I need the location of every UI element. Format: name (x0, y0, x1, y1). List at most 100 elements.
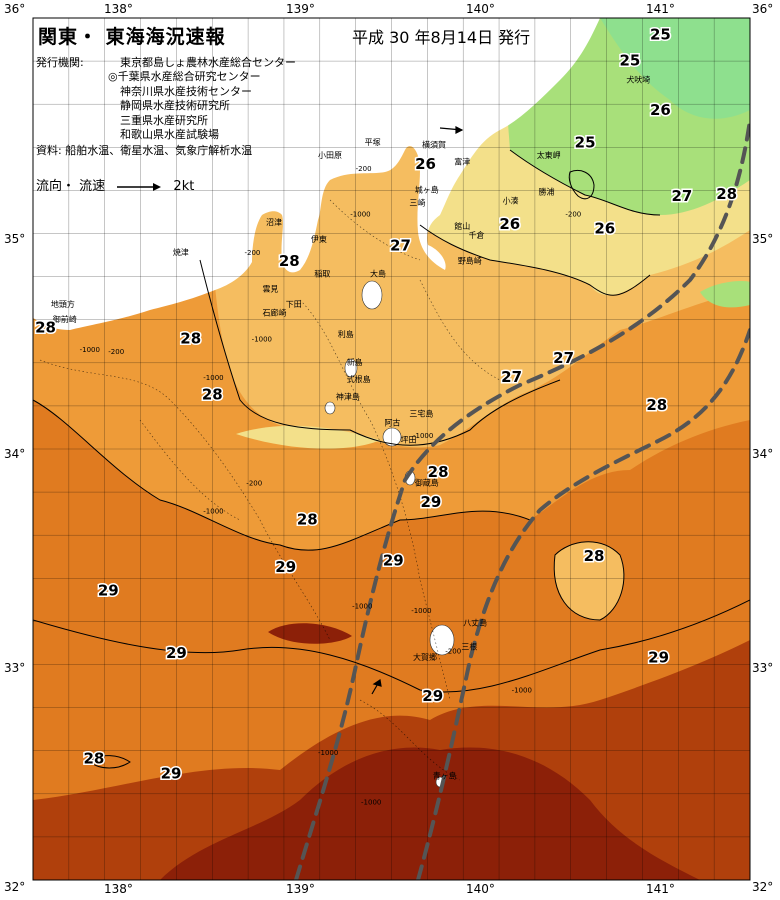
temperature-label-halo: 29 (420, 493, 441, 511)
temperature-label-text: 28 (646, 396, 667, 414)
temperature-label-halo: 28 (584, 547, 605, 565)
lon-tick-bottom-141: 141° (646, 882, 675, 896)
temperature-label-text: 28 (428, 463, 449, 481)
temperature-label-text: 25 (575, 133, 596, 151)
place-name: 伊東 (311, 234, 327, 244)
temperature-label-halo: 28 (202, 385, 223, 403)
place-name: 御蔵島 (415, 478, 439, 488)
temperature-label-text: 28 (202, 385, 223, 403)
temperature-label-halo: 26 (650, 101, 671, 119)
temperature-label-halo: 27 (501, 368, 522, 386)
depth-label: -200 (565, 210, 581, 218)
map-frame (32, 17, 751, 881)
depth-labels: -200 -1000 -200 -200 -1000 -200 -1000 -1000 -100… (80, 165, 582, 807)
temperature-label-text: 29 (166, 644, 187, 662)
legend-label: 流向・ 流速 (36, 179, 106, 194)
land-mass (33, 18, 600, 330)
temperature-label-halo: 29 (275, 558, 296, 576)
lon-tick-bottom-139: 139° (286, 882, 315, 896)
lat-tick-left-34: 34° (4, 447, 26, 461)
depth-label: -200 (245, 249, 261, 257)
place-name: 三根 (461, 641, 477, 651)
place-name: 焼津 (173, 247, 189, 257)
ocean-26-patch-west (236, 425, 380, 449)
lon-tick-top-138: 138° (104, 2, 133, 16)
temperature-label-text: 26 (594, 220, 615, 238)
lat-tick-right-35: 35° (752, 232, 774, 246)
place-name: 神津島 (336, 391, 360, 401)
temperature-label-text: 25 (619, 51, 640, 69)
depth-label: -1000 (352, 602, 372, 610)
temperature-label-halo: 26 (594, 220, 615, 238)
depth-label: -1000 (413, 432, 433, 440)
temperature-label-halo: 28 (646, 396, 667, 414)
kuroshio-inner-edge (294, 118, 750, 880)
depth-label: -200 (108, 348, 124, 356)
depth-label: -200 (445, 648, 461, 656)
depth-label: -200 (356, 165, 372, 173)
temperature-label-text: 27 (390, 237, 411, 255)
temperature-label-halo: 29 (161, 765, 182, 783)
temperature-label-text: 29 (161, 765, 182, 783)
legend-speed: 2kt (173, 179, 195, 194)
temperature-label-text: 27 (671, 187, 692, 205)
temperature-label-halo: 25 (650, 26, 671, 44)
lat-tick-right-34: 34° (752, 447, 774, 461)
issue-date: 平成 30 年8月14日 発行 (352, 28, 531, 47)
temperature-label-halo: 27 (553, 349, 574, 367)
place-name: 小湊 (503, 195, 519, 205)
lat-tick-right-33: 33° (752, 661, 774, 675)
island-miyakejima (382, 427, 402, 447)
temperature-label-text: 29 (420, 493, 441, 511)
place-name: 城ヶ島 (415, 185, 439, 195)
lon-tick-top-141: 141° (646, 2, 675, 16)
temperature-label-text: 28 (180, 329, 201, 347)
place-name: 八丈島 (463, 618, 487, 628)
temperature-label-halo: 28 (716, 185, 737, 203)
temperature-label-halo: 29 (166, 644, 187, 662)
bathymetry-contours (39, 199, 501, 781)
issuers-label: 発行機関: (36, 56, 84, 69)
issuer-3: 静岡県水産技術研究所 (120, 99, 230, 112)
depth-label: -1000 (512, 687, 532, 695)
data-sources: 資料: 船舶水温、衛星水温、気象庁解析水温 (36, 144, 253, 157)
temperature-label-halo: 25 (619, 51, 640, 69)
depth-label: -1000 (203, 508, 223, 516)
depth-label: -1000 (361, 799, 381, 807)
corner-top-left: 36° (4, 2, 26, 16)
legend-arrow-icon (117, 182, 162, 191)
temperature-label-halo: 28 (35, 319, 56, 337)
temperature-label-halo: 28 (84, 750, 105, 768)
depth-label: -1000 (350, 210, 370, 218)
ocean-31-zone (160, 747, 700, 880)
temperature-label-text: 28 (716, 185, 737, 203)
place-name: 坪田 (400, 436, 416, 445)
temperature-label-halo: 28 (180, 329, 201, 347)
lon-tick-bottom-140: 140° (466, 882, 495, 896)
lat-tick-left-33: 33° (4, 661, 26, 675)
kuroshio-outer-edge (416, 328, 750, 880)
temperature-label-text: 29 (98, 582, 119, 600)
temperature-label-text: 29 (383, 551, 404, 569)
issuer-1: ◎千葉県水産総合研究センター (108, 70, 261, 83)
lon-tick-top-140: 140° (466, 2, 495, 16)
